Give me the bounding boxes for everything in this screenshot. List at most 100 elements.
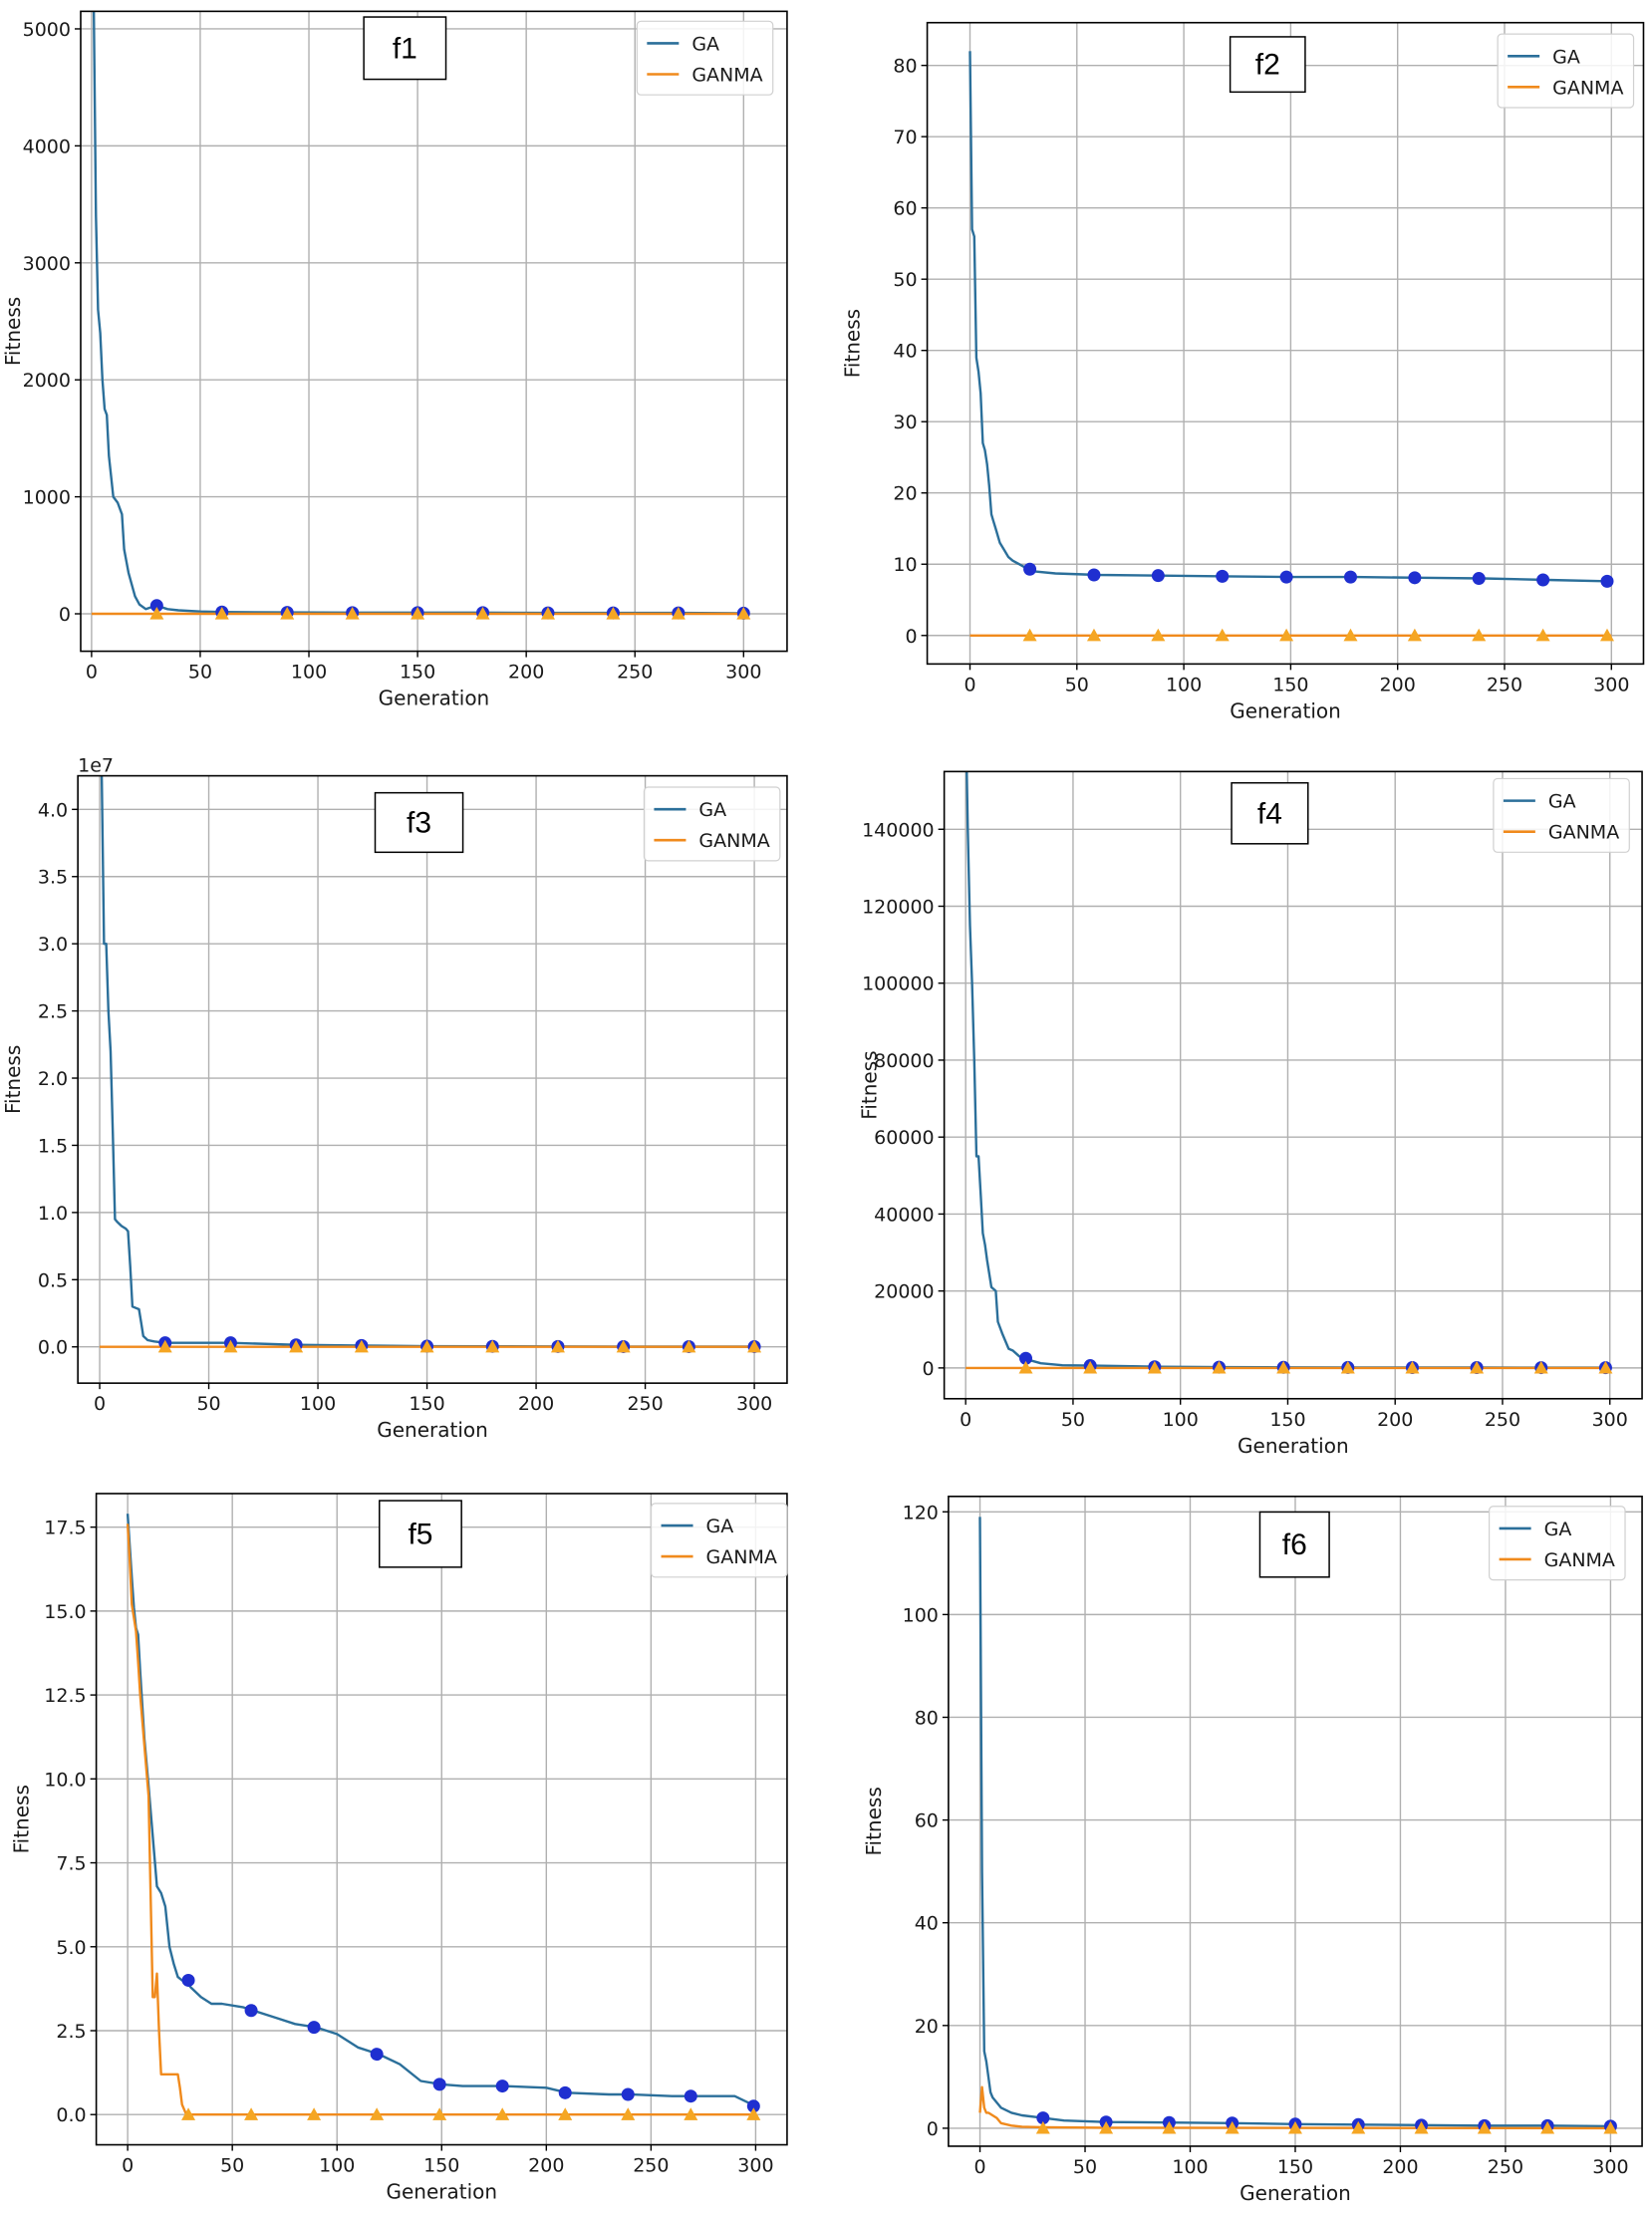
ganma-marker — [1540, 2120, 1555, 2134]
y-tick-label: 2000 — [23, 370, 71, 392]
y-tick-label: 80000 — [874, 1050, 934, 1072]
chart-svg: 0 50 100 150 200 250 300 0 10 20 30 40 50 60 70 80 Gener… — [841, 21, 1645, 722]
legend-label-ga: GA — [1552, 46, 1580, 68]
ga-marker — [684, 2089, 697, 2103]
ganma-marker — [475, 607, 490, 620]
y-tick-label: 80 — [893, 56, 917, 78]
x-tick-label: 100 — [300, 1393, 336, 1415]
legend: GA GANMA — [650, 1503, 788, 1578]
ganma-marker — [1477, 2120, 1492, 2134]
ganma-marker — [671, 607, 686, 620]
ga-marker — [1087, 568, 1101, 582]
y-tick-label: 40 — [915, 1913, 939, 1935]
grid-lines — [948, 1496, 1643, 2146]
y-tick-label: 60 — [893, 198, 917, 220]
y-tick-label: 2.5 — [56, 2021, 86, 2043]
y-tick-label: 10.0 — [44, 1769, 86, 1791]
chart-svg: 0 50 100 150 200 250 300 0 20 40 60 80 100 120 Generat… — [862, 1496, 1643, 2205]
ganma-marker — [1151, 628, 1166, 642]
ga-marker — [1472, 572, 1486, 586]
ganma-marker — [157, 1339, 172, 1353]
y-tick-label: 0.0 — [38, 1337, 68, 1359]
x-tick-label: 200 — [528, 2155, 564, 2177]
ganma-marker — [214, 607, 229, 620]
ga-marker — [1600, 574, 1614, 588]
ganma-marker — [1533, 1360, 1548, 1374]
x-tick-label: 250 — [1487, 674, 1522, 695]
y-exponent-label: 1e7 — [78, 755, 114, 777]
ganma-marker — [736, 607, 751, 620]
ga-marker — [495, 2079, 509, 2093]
y-axis-label: Fitness — [841, 309, 865, 378]
ganma-marker — [1287, 2120, 1302, 2134]
ga-marker — [558, 2085, 572, 2099]
x-tick-label: 100 — [1172, 2156, 1208, 2178]
y-tick-label: 1000 — [23, 487, 71, 509]
plot-data — [978, 1517, 1611, 2130]
chart-title: f2 — [1255, 49, 1280, 82]
ganma-marker — [1162, 2120, 1177, 2134]
y-tick-label: 7.5 — [56, 1853, 86, 1875]
ganma-marker — [419, 1339, 434, 1353]
x-tick-label: 100 — [319, 2155, 355, 2177]
ganma-marker — [747, 1339, 762, 1353]
x-tick-label: 300 — [1592, 1409, 1628, 1431]
series-line-ganma — [126, 1524, 756, 2116]
legend-label-ga: GA — [1544, 1519, 1572, 1540]
ganma-marker — [354, 1339, 369, 1353]
ganma-marker — [684, 2107, 698, 2120]
ga-marker — [181, 1973, 195, 1987]
y-axis-label: Fitness — [10, 1785, 34, 1853]
series-line-ganma — [978, 2085, 1611, 2130]
chart-svg: 0 50 100 150 200 250 300 0.0 2.5 5.0 7.5 10.0 12.5 15… — [10, 1493, 788, 2204]
chart-title-box — [363, 16, 447, 81]
ganma-marker — [1414, 2120, 1429, 2134]
legend-label-ganma: GANMA — [1552, 77, 1623, 99]
legend: GA GANMA — [1489, 1506, 1626, 1581]
chart-title-box — [1258, 1511, 1330, 1578]
ganma-marker — [1472, 628, 1487, 642]
chart-panel-f3: 0 50 100 150 200 250 300 0.0 0.5 1.0 1.5 2.0 2.5 3.0 3… — [0, 737, 826, 1475]
ganma-marker — [1407, 628, 1422, 642]
x-tick-label: 250 — [1485, 1409, 1520, 1431]
y-tick-label: 4000 — [23, 136, 71, 157]
y-tick-label: 80 — [915, 1707, 939, 1729]
x-tick-label: 250 — [1488, 2156, 1523, 2178]
ganma-marker — [1099, 2120, 1114, 2134]
x-tick-label: 50 — [1073, 2156, 1097, 2178]
plot-data — [968, 51, 1612, 637]
ga-marker — [1036, 2111, 1050, 2125]
ganma-marker — [1405, 1360, 1420, 1374]
ganma-marker — [1018, 1360, 1033, 1374]
x-tick-label: 0 — [94, 1393, 106, 1415]
ganma-marker — [682, 1339, 696, 1353]
x-tick-label: 0 — [973, 2156, 985, 2178]
y-tick-label: 0 — [59, 604, 71, 626]
chart-title: f6 — [1282, 1528, 1307, 1561]
ga-marker — [621, 2087, 635, 2101]
y-axis-label: Fitness — [1, 297, 25, 366]
ganma-marker — [181, 2107, 196, 2120]
ganma-marker — [485, 1339, 500, 1353]
ga-marker — [370, 2048, 384, 2062]
chart-svg: 0 50 100 150 200 250 300010002000300040005000G… — [1, 10, 788, 710]
ganma-marker — [621, 2107, 636, 2120]
y-tick-label: 100000 — [862, 973, 935, 995]
x-tick-label: 0 — [122, 2155, 134, 2177]
ganma-marker — [1212, 1360, 1227, 1374]
y-tick-label: 15.0 — [44, 1601, 86, 1623]
plot-frame — [943, 770, 1643, 1400]
chart-panel-f6: 0 50 100 150 200 250 300 0 20 40 60 80 100 120 Generat… — [826, 1475, 1652, 2217]
grid-lines — [80, 11, 787, 652]
ganma-marker — [1225, 2120, 1239, 2134]
legend: GA GANMA — [1493, 777, 1630, 853]
ganma-marker — [495, 2107, 510, 2120]
y-tick-label: 40 — [893, 341, 917, 363]
ganma-marker — [149, 607, 164, 620]
x-tick-label: 100 — [1163, 1409, 1199, 1431]
y-tick-label: 0 — [927, 2118, 939, 2140]
x-tick-label: 100 — [291, 662, 327, 684]
ganma-marker — [1086, 628, 1101, 642]
legend-label-ganma: GANMA — [706, 1546, 777, 1568]
legend-label-ga: GA — [706, 1516, 734, 1537]
